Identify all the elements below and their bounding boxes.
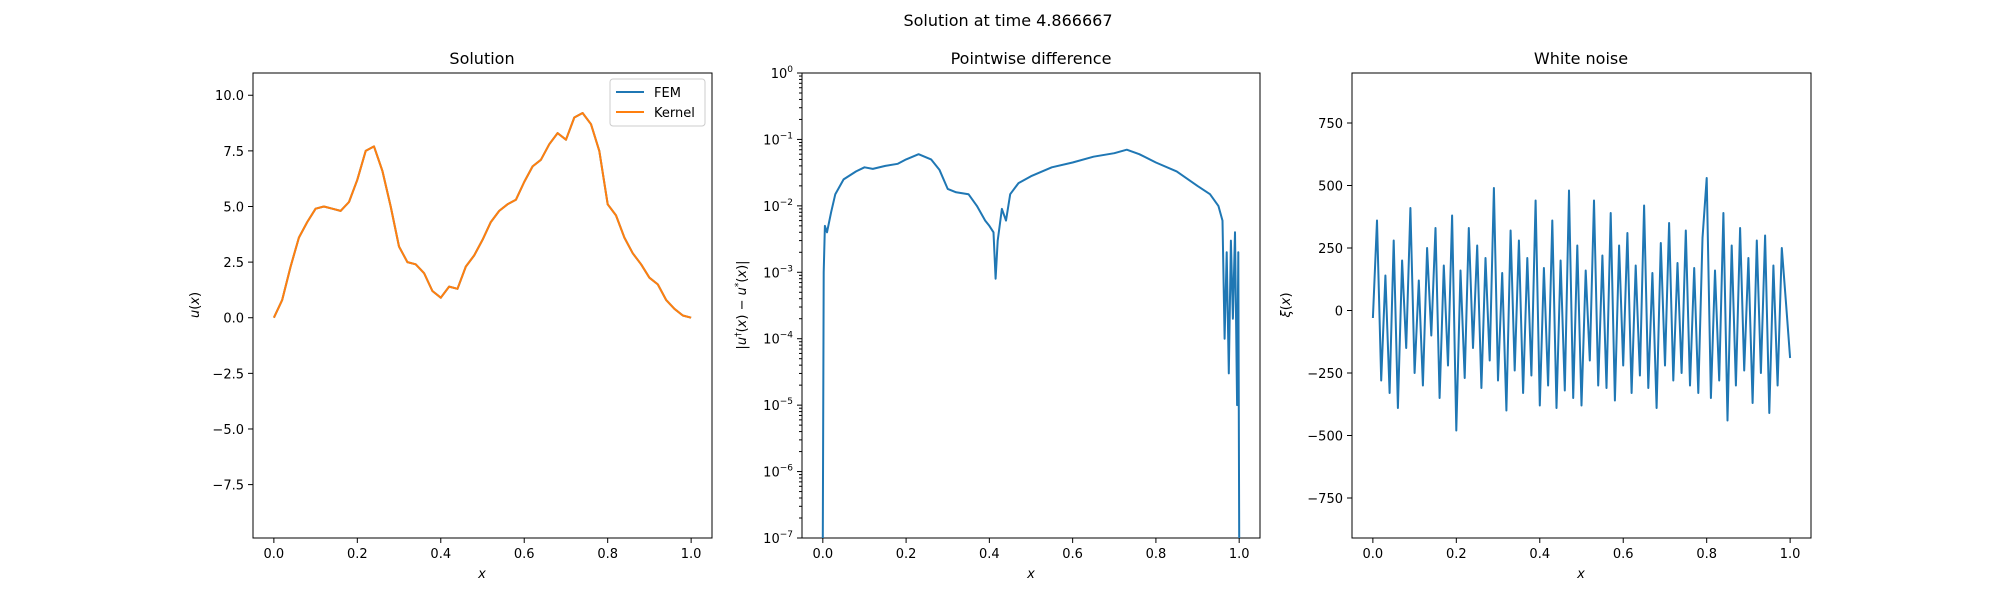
difference-series-line [821,148,1241,539]
white-noise-panel: White noise 0.0 0.2 0.4 0.6 0.8 1.0 −750 −500 −… [1279,49,1812,582]
difference-x-tick-label: 0.0 [812,547,833,562]
solution-y-tick-label: −2.5 [212,367,244,382]
solution-x-axis-label: x [477,567,486,582]
solution-y-axis-label: u(x) [188,292,203,318]
noise-y-tick-label: −500 [1307,430,1343,445]
difference-y-tick-label: 10−6 [763,464,793,481]
noise-y-tick-label: −750 [1307,492,1343,507]
noise-x-axis-label: x [1576,567,1585,582]
noise-x-tick-label: 0.6 [1613,547,1634,562]
difference-x-axis-label: x [1026,567,1035,582]
noise-panel-title: White noise [1534,49,1628,68]
difference-panel-title: Pointwise difference [951,49,1112,68]
figure-title: Solution at time 4.866667 [903,11,1112,30]
solution-plot-frame [252,72,713,539]
noise-x-tick-label: 1.0 [1780,547,1801,562]
solution-legend: FEM Kernel [609,78,706,127]
solution-x-tick-label: 0.6 [514,547,535,562]
noise-series-line [1371,177,1792,432]
solution-panel: Solution 0.0 0.2 0.4 0.6 0.8 1.0 −7.5 −5.0 −2.5… [188,49,713,582]
solution-x-tick-label: 0.4 [430,547,451,562]
noise-y-tick-label: 750 [1318,117,1343,132]
solution-y-tick-label: 5.0 [223,200,244,215]
difference-y-tick-label: 10−2 [763,198,793,215]
difference-y-tick-label: 10−1 [763,131,793,148]
difference-y-tick-label: 10−5 [763,397,793,414]
noise-y-tick-label: −250 [1307,367,1343,382]
noise-y-tick-label: 0 [1335,305,1343,320]
noise-x-tick-label: 0.4 [1529,547,1550,562]
solution-y-tick-label: 0.0 [223,312,244,327]
difference-x-tick-label: 1.0 [1229,547,1250,562]
pointwise-difference-panel: Pointwise difference 0.0 0.2 0.4 0.6 0.8 1.0 … [734,49,1261,582]
noise-plot-frame [1351,72,1812,539]
difference-y-tick-label: 10−4 [763,331,793,348]
difference-x-tick-label: 0.6 [1062,547,1083,562]
noise-x-tick-label: 0.8 [1696,547,1717,562]
solution-panel-title: Solution [449,49,514,68]
noise-y-tick-label: 500 [1318,180,1343,195]
difference-plot-frame [801,72,1261,539]
solution-x-tick-label: 0.2 [347,547,368,562]
legend-label-fem: FEM [654,86,681,101]
difference-y-axis-label: |u†(x) − u*(x)| [734,260,750,349]
noise-y-tick-label: 250 [1318,242,1343,257]
noise-y-axis-label: ξ(x) [1279,292,1294,318]
solution-x-tick-label: 0.0 [264,547,285,562]
noise-x-tick-label: 0.2 [1446,547,1467,562]
difference-y-tick-label: 10−3 [763,264,793,281]
noise-x-tick-label: 0.0 [1363,547,1384,562]
difference-x-tick-label: 0.2 [896,547,917,562]
legend-label-kernel: Kernel [654,106,695,121]
solution-series-line-kernel [272,112,692,319]
difference-y-tick-label: 10−7 [763,530,793,547]
solution-y-tick-label: −5.0 [212,423,244,438]
solution-y-tick-label: −7.5 [212,479,244,494]
solution-y-tick-label: 7.5 [223,145,244,160]
solution-x-tick-label: 0.8 [597,547,618,562]
solution-x-tick-label: 1.0 [681,547,702,562]
difference-x-tick-label: 0.8 [1146,547,1167,562]
difference-y-tick-label: 100 [771,65,794,82]
solution-y-tick-label: 2.5 [223,256,244,271]
solution-series-line-fem [272,112,692,319]
difference-x-tick-label: 0.4 [979,547,1000,562]
solution-y-tick-label: 10.0 [215,89,244,104]
